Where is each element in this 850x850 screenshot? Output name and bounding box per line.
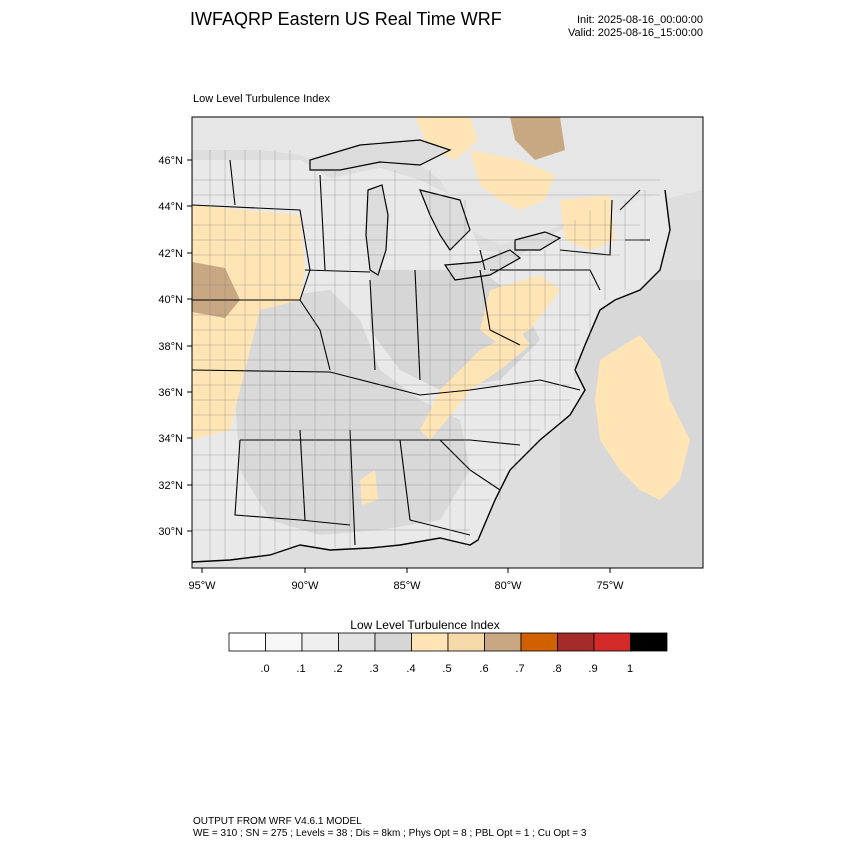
colorbar-label: .5 [442, 663, 452, 675]
canada-turbulence-patch-2 [510, 117, 565, 160]
county-grid [192, 150, 660, 560]
map-subtitle: Low Level Turbulence Index [193, 93, 330, 105]
colorbar-label: .1 [296, 663, 306, 675]
lon-labels: 95°W 90°W 85°W 80°W 75°W [188, 580, 624, 592]
colorbar-label: .2 [333, 663, 343, 675]
al-turbulence-patch [360, 470, 378, 505]
colorbar-swatch [557, 632, 595, 652]
lat-labels: 46°N 44°N 42°N 40°N 38°N 36°N 34°N 32°N … [158, 155, 183, 538]
lat-label: 38°N [158, 341, 183, 353]
coastline [192, 189, 671, 563]
colorbar-label: .0 [260, 663, 270, 675]
map-frame [191, 116, 704, 569]
west-turbulence-area [192, 205, 305, 440]
colorbar-swatch [338, 632, 376, 652]
lat-label: 42°N [158, 248, 183, 260]
colorbar-swatch [411, 632, 449, 652]
grey-turbulence-area [235, 290, 470, 535]
colorbar-title: Low Level Turbulence Index [350, 618, 500, 632]
colorbar-swatch [447, 632, 485, 652]
lat-ticks [187, 159, 192, 532]
lat-label: 44°N [158, 201, 183, 213]
lake-ontario [514, 231, 562, 251]
init-time: Init: 2025-08-16_00:00:00 [577, 14, 703, 26]
west-high-turbulence [192, 262, 240, 318]
colorbar-swatch [374, 632, 412, 652]
lat-label: 32°N [158, 480, 183, 492]
colorbar-label: .6 [479, 663, 489, 675]
atlantic-turbulence-area [595, 335, 690, 500]
colorbar-swatch [520, 632, 558, 652]
lon-label: 75°W [596, 580, 624, 592]
lon-label: 80°W [494, 580, 522, 592]
colorbar-label: .9 [588, 663, 598, 675]
lat-label: 36°N [158, 387, 183, 399]
colorbar-swatch [484, 632, 522, 652]
page-title: IWFAQRP Eastern US Real Time WRF [190, 9, 502, 29]
lat-label: 40°N [158, 294, 183, 306]
footer-model-line: OUTPUT FROM WRF V4.6.1 MODEL [193, 816, 362, 827]
ny-turbulence-area [560, 195, 615, 250]
colorbar-swatch [228, 632, 266, 652]
colorbar-label: .8 [552, 663, 562, 675]
lat-label: 34°N [158, 433, 183, 445]
lake-erie [443, 249, 522, 281]
colorbar-label: .7 [515, 663, 525, 675]
lon-ticks [201, 568, 611, 573]
map-field [192, 117, 703, 568]
valid-time: Valid: 2025-08-16_15:00:00 [568, 27, 703, 39]
colorbar-label: .3 [369, 663, 379, 675]
lon-label: 95°W [188, 580, 216, 592]
colorbar-label: 1 [626, 663, 634, 675]
lon-label: 90°W [291, 580, 319, 592]
colorbar-swatch [301, 632, 339, 652]
lat-label: 46°N [158, 155, 183, 167]
colorbar-swatch [265, 632, 303, 652]
lake-superior [309, 139, 452, 171]
colorbar-swatch [593, 632, 631, 652]
lat-label: 30°N [158, 526, 183, 538]
colorbar-label: .4 [406, 663, 416, 675]
footer-options-line: WE = 310 ; SN = 275 ; Levels = 38 ; Dis … [193, 828, 587, 839]
lon-label: 85°W [393, 580, 421, 592]
colorbar-swatch [630, 632, 668, 652]
colorbar [228, 632, 668, 652]
lake-michigan [365, 184, 389, 276]
